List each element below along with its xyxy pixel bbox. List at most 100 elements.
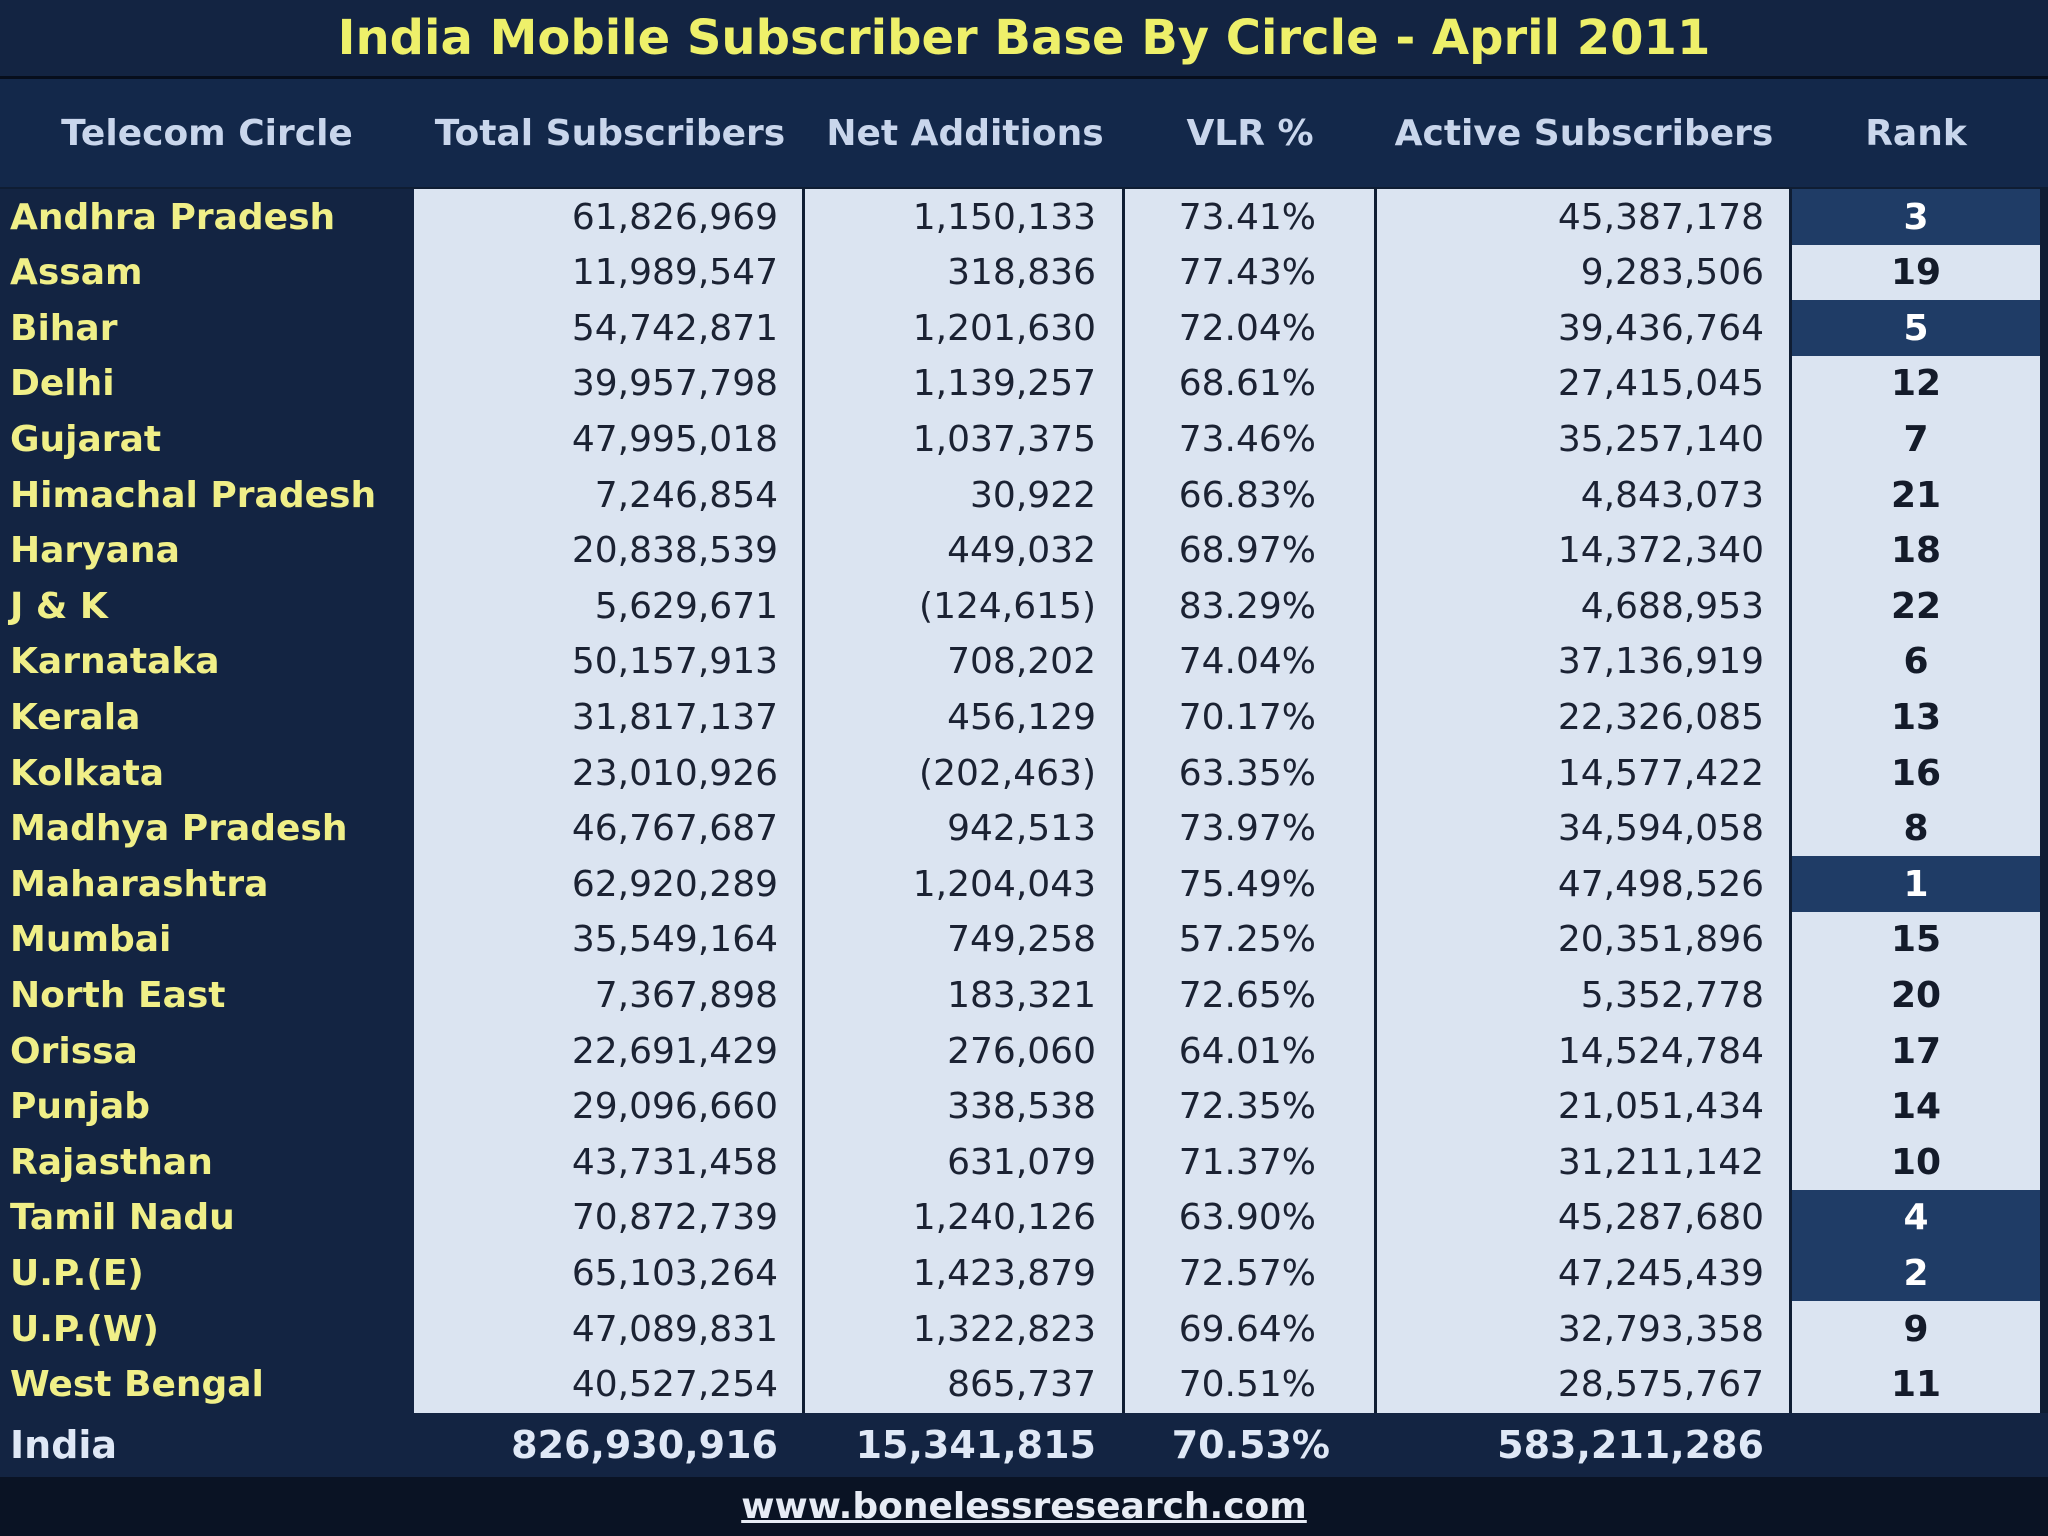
- cell-total-subscribers: 62,920,289: [571, 863, 778, 905]
- cell-circle: Orissa: [10, 1030, 138, 1072]
- cell-rank: 12: [1890, 363, 1942, 405]
- header-rank: Rank: [1865, 112, 1967, 154]
- cell-rank: 5: [1792, 300, 2040, 357]
- total-circle-label: India: [10, 1423, 118, 1467]
- cell-rank: 17: [1890, 1030, 1942, 1072]
- cell-circle: Andhra Pradesh: [10, 196, 336, 238]
- cell-active-subscribers: 34,594,058: [1557, 808, 1764, 850]
- cell-circle: Maharashtra: [10, 863, 269, 905]
- table-row: Karnataka 50,157,913 708,202 74.04% 37,136,9…: [0, 634, 2048, 690]
- cell-active-subscribers: 39,436,764: [1557, 307, 1764, 349]
- cell-rank: 10: [1890, 1141, 1942, 1183]
- cell-rank: 19: [1890, 252, 1942, 294]
- cell-net-additions: (124,615): [919, 585, 1096, 627]
- cell-rank: 6: [1903, 641, 1929, 683]
- cell-rank: 7: [1903, 418, 1929, 460]
- cell-active-subscribers: 20,351,896: [1557, 919, 1764, 961]
- cell-vlr: 68.97%: [1178, 530, 1316, 572]
- cell-total-subscribers: 35,549,164: [571, 919, 778, 961]
- cell-vlr: 73.41%: [1178, 196, 1316, 238]
- cell-total-subscribers: 31,817,137: [571, 696, 778, 738]
- cell-net-additions: 1,423,879: [912, 1252, 1096, 1294]
- table-row: U.P.(E) 65,103,264 1,423,879 72.57% 47,245,4…: [0, 1245, 2048, 1302]
- cell-total-subscribers: 65,103,264: [571, 1252, 778, 1294]
- cell-active-subscribers: 45,387,178: [1557, 196, 1764, 238]
- table-body: Andhra Pradesh 61,826,969 1,150,133 73.41% 4…: [0, 189, 2048, 1413]
- cell-total-subscribers: 40,527,254: [571, 1364, 778, 1406]
- cell-total-subscribers: 7,367,898: [594, 974, 778, 1016]
- cell-total-subscribers: 47,089,831: [571, 1308, 778, 1350]
- cell-net-additions: 1,322,823: [912, 1308, 1096, 1350]
- cell-circle: Assam: [10, 252, 143, 294]
- cell-total-subscribers: 50,157,913: [571, 641, 778, 683]
- cell-circle: Punjab: [10, 1086, 151, 1128]
- cell-vlr: 83.29%: [1178, 585, 1316, 627]
- cell-circle: Tamil Nadu: [10, 1197, 235, 1239]
- cell-rank: 21: [1890, 474, 1942, 516]
- header-telecom-circle: Telecom Circle: [61, 112, 353, 154]
- cell-vlr: 72.57%: [1178, 1252, 1316, 1294]
- values-panel-bg: [414, 189, 1792, 1413]
- cell-net-additions: 631,079: [947, 1141, 1096, 1183]
- cell-total-subscribers: 61,826,969: [571, 196, 778, 238]
- cell-net-additions: (202,463): [919, 752, 1096, 794]
- cell-vlr: 77.43%: [1178, 252, 1316, 294]
- table-row: Haryana 20,838,539 449,032 68.97% 14,372,340…: [0, 523, 2048, 579]
- cell-active-subscribers: 28,575,767: [1557, 1364, 1764, 1406]
- cell-active-subscribers: 27,415,045: [1557, 363, 1764, 405]
- cell-circle: Gujarat: [10, 418, 162, 460]
- table-row: Gujarat 47,995,018 1,037,375 73.46% 35,257,1…: [0, 411, 2048, 467]
- table-row: U.P.(W) 47,089,831 1,322,823 69.64% 32,793,3…: [0, 1301, 2048, 1357]
- cell-circle: Bihar: [10, 307, 118, 349]
- cell-rank: 16: [1890, 752, 1942, 794]
- cell-net-additions: 749,258: [947, 919, 1096, 961]
- table-row: Delhi 39,957,798 1,139,257 68.61% 27,415,045…: [0, 356, 2048, 412]
- total-vlr-value: 70.53%: [1171, 1423, 1330, 1467]
- cell-circle: U.P.(E): [10, 1252, 144, 1294]
- cell-active-subscribers: 32,793,358: [1557, 1308, 1764, 1350]
- cell-rank: 13: [1890, 696, 1942, 738]
- footer: www.bonelessresearch.com: [0, 1477, 2048, 1536]
- total-subscribers-value: 826,930,916: [511, 1423, 778, 1467]
- header-total-subscribers: Total Subscribers: [434, 112, 786, 154]
- cell-total-subscribers: 7,246,854: [594, 474, 778, 516]
- cell-total-subscribers: 5,629,671: [594, 585, 778, 627]
- cell-rank: 8: [1903, 808, 1929, 850]
- header-net-additions: Net Additions: [826, 112, 1104, 154]
- cell-active-subscribers: 4,688,953: [1580, 585, 1764, 627]
- cell-total-subscribers: 29,096,660: [571, 1086, 778, 1128]
- cell-circle: Delhi: [10, 363, 115, 405]
- circle-column-bg: [0, 189, 414, 1413]
- cell-total-subscribers: 20,838,539: [571, 530, 778, 572]
- cell-circle: J & K: [10, 585, 108, 627]
- cell-vlr: 71.37%: [1178, 1141, 1316, 1183]
- cell-total-subscribers: 46,767,687: [571, 808, 778, 850]
- cell-vlr: 70.17%: [1178, 696, 1316, 738]
- cell-active-subscribers: 47,498,526: [1557, 863, 1764, 905]
- cell-active-subscribers: 5,352,778: [1580, 974, 1764, 1016]
- cell-total-subscribers: 43,731,458: [571, 1141, 778, 1183]
- cell-total-subscribers: 54,742,871: [571, 307, 778, 349]
- cell-circle: North East: [10, 974, 226, 1016]
- table-row: J & K 5,629,671 (124,615) 83.29% 4,688,953 22: [0, 578, 2048, 634]
- cell-vlr: 72.65%: [1178, 974, 1316, 1016]
- cell-net-additions: 338,538: [947, 1086, 1096, 1128]
- cell-rank: 11: [1890, 1364, 1942, 1406]
- total-active-subscribers-value: 583,211,286: [1497, 1423, 1764, 1467]
- cell-total-subscribers: 22,691,429: [571, 1030, 778, 1072]
- footer-url-link[interactable]: www.bonelessresearch.com: [741, 1486, 1307, 1527]
- cell-circle: Karnataka: [10, 641, 220, 683]
- cell-net-additions: 276,060: [947, 1030, 1096, 1072]
- cell-active-subscribers: 37,136,919: [1557, 641, 1764, 683]
- column-divider: [1374, 189, 1377, 1413]
- cell-vlr: 63.90%: [1178, 1197, 1316, 1239]
- cell-net-additions: 456,129: [947, 696, 1096, 738]
- cell-circle: Kolkata: [10, 752, 165, 794]
- cell-net-additions: 1,204,043: [912, 863, 1096, 905]
- table-row: Punjab 29,096,660 338,538 72.35% 21,051,434 1…: [0, 1079, 2048, 1135]
- cell-active-subscribers: 47,245,439: [1557, 1252, 1764, 1294]
- table-row: Andhra Pradesh 61,826,969 1,150,133 73.41% 4…: [0, 189, 2048, 245]
- cell-vlr: 57.25%: [1178, 919, 1316, 961]
- cell-vlr: 63.35%: [1178, 752, 1316, 794]
- header-row: Telecom Circle Total Subscribers Net Add…: [0, 79, 2048, 187]
